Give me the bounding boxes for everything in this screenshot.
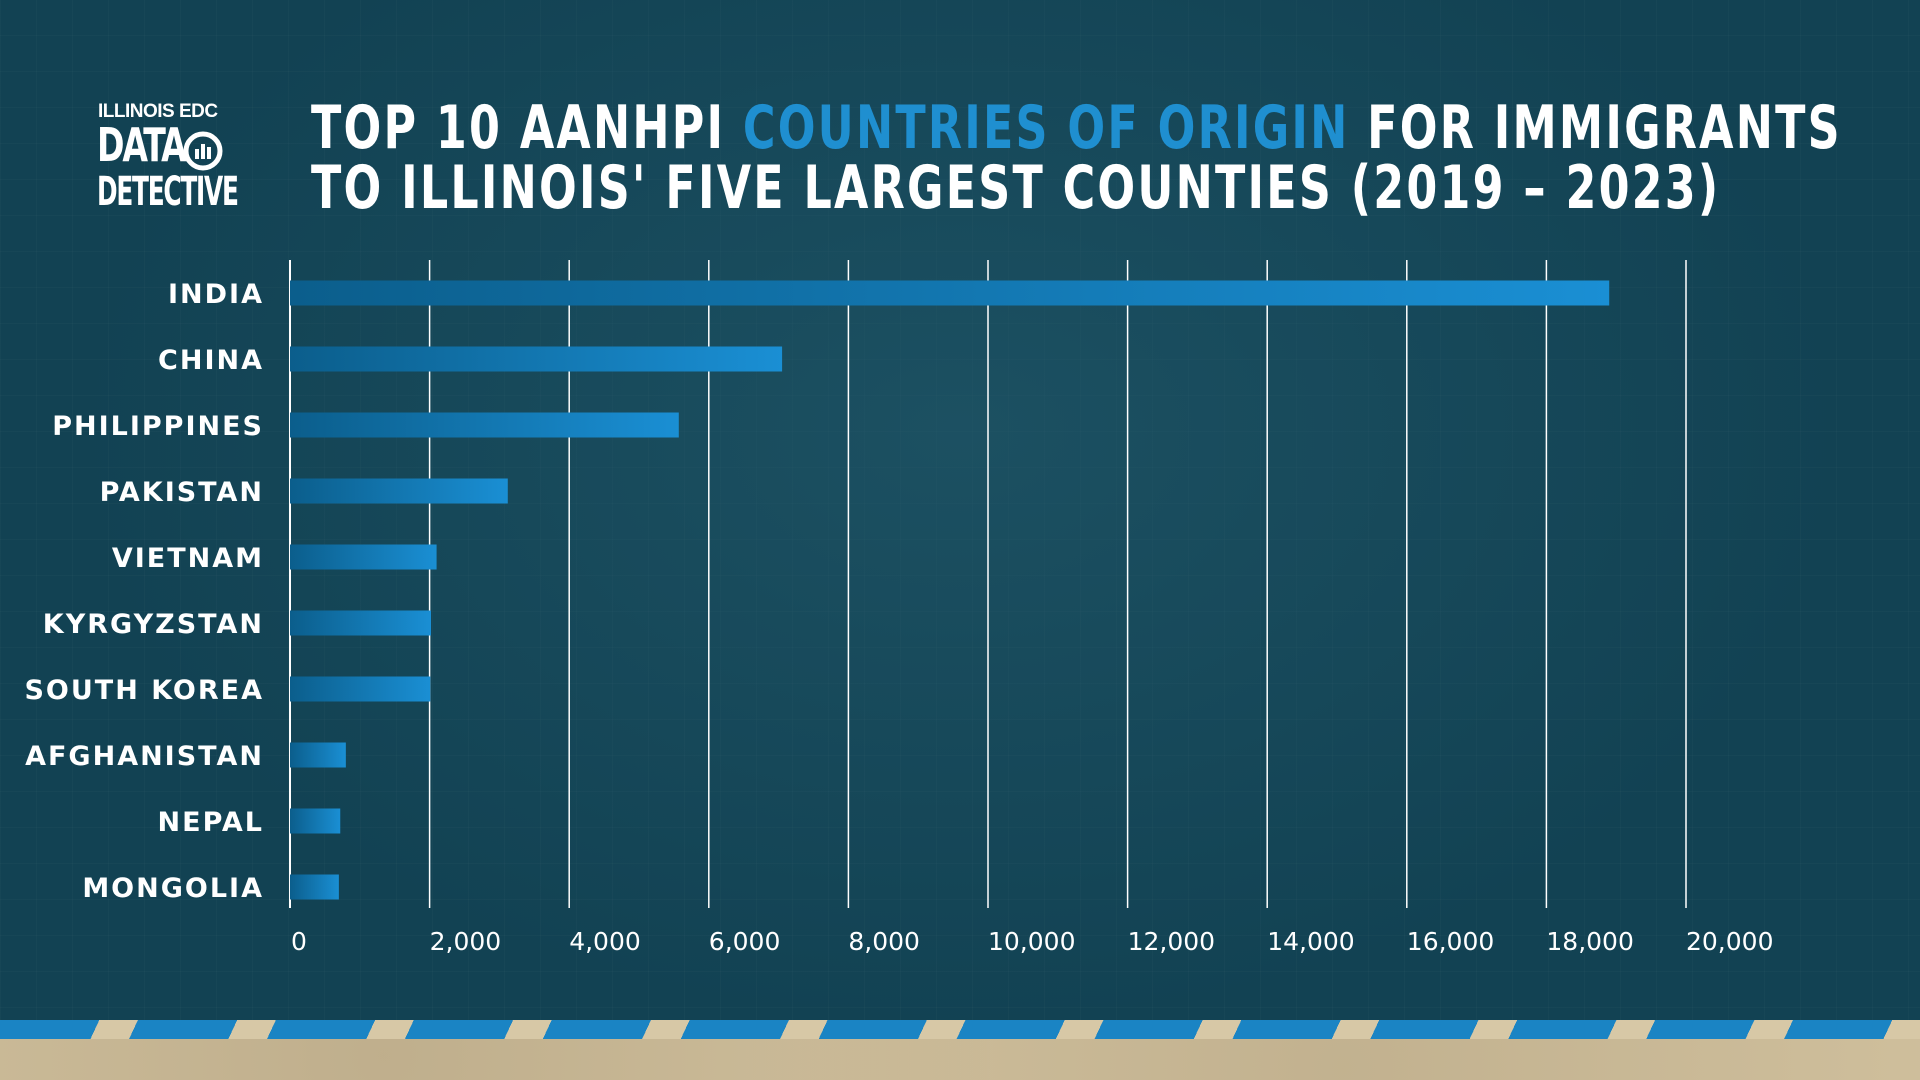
logo-line-detective: DETECTIVE bbox=[97, 169, 239, 215]
x-tick-label: 18,000 bbox=[1546, 927, 1633, 956]
category-label: SOUTH KOREA bbox=[24, 675, 264, 706]
title-line-1-start: TOP 10 AANHPI bbox=[311, 93, 743, 163]
logo: ILLINOIS EDC DATA DETECTIVE bbox=[97, 101, 257, 221]
magnifier-bar-chart-icon bbox=[183, 131, 223, 171]
bar-kyrgyzstan bbox=[290, 610, 431, 636]
x-tick-label: 2,000 bbox=[430, 927, 502, 956]
bar-nepal bbox=[290, 808, 341, 834]
bar-afghanistan bbox=[290, 742, 346, 768]
bar-vietnam bbox=[290, 544, 437, 570]
bar-pakistan bbox=[290, 478, 508, 504]
x-tick-label: 10,000 bbox=[988, 927, 1075, 956]
x-tick-label: 20,000 bbox=[1686, 927, 1773, 956]
category-label: CHINA bbox=[158, 345, 264, 376]
bar-india bbox=[290, 280, 1610, 306]
title-line-1: TOP 10 AANHPI COUNTRIES OF ORIGIN FOR IM… bbox=[311, 98, 1842, 158]
x-tick-label: 8,000 bbox=[848, 927, 920, 956]
x-tick-label: 16,000 bbox=[1407, 927, 1494, 956]
x-tick-label: 12,000 bbox=[1128, 927, 1215, 956]
category-label: VIETNAM bbox=[112, 543, 264, 574]
x-tick-label: 14,000 bbox=[1267, 927, 1354, 956]
bar-philippines bbox=[290, 412, 679, 438]
logo-line-illinois-edc: ILLINOIS EDC bbox=[98, 101, 218, 122]
caution-tape-footer bbox=[0, 1020, 1920, 1080]
bar-mongolia bbox=[290, 874, 339, 900]
category-label: KYRGYZSTAN bbox=[43, 609, 264, 640]
x-axis-tick-labels: 0 2,000 4,000 6,000 8,000 10,000 12,000 14,000 1… bbox=[291, 927, 1773, 956]
x-tick-label: 4,000 bbox=[569, 927, 641, 956]
bar-chart: INDIA CHINA PHILIPPINES PAKISTAN VIETNAM KYRG… bbox=[24, 260, 1773, 956]
category-label: AFGHANISTAN bbox=[25, 741, 264, 772]
bar-south-korea bbox=[290, 676, 431, 702]
title-line-2: TO ILLINOIS' FIVE LARGEST COUNTIES (2019… bbox=[311, 153, 1721, 223]
tape-stripes bbox=[0, 1020, 1920, 1039]
x-tick-label: 6,000 bbox=[709, 927, 781, 956]
category-label: NEPAL bbox=[158, 807, 264, 838]
bars bbox=[290, 280, 1610, 900]
chart-title: TOP 10 AANHPI COUNTRIES OF ORIGIN FOR IM… bbox=[311, 98, 1842, 218]
category-label: INDIA bbox=[168, 279, 264, 310]
bar-china bbox=[290, 346, 783, 372]
x-tick-label: 0 bbox=[291, 927, 307, 956]
category-labels: INDIA CHINA PHILIPPINES PAKISTAN VIETNAM KYRG… bbox=[24, 279, 264, 904]
logo-line-data: DATA bbox=[97, 118, 187, 172]
title-line-1-end: FOR IMMIGRANTS bbox=[1349, 93, 1842, 163]
category-label: PHILIPPINES bbox=[52, 411, 264, 442]
title-accent-text: COUNTRIES OF ORIGIN bbox=[742, 93, 1350, 163]
category-label: MONGOLIA bbox=[82, 873, 264, 904]
category-label: PAKISTAN bbox=[100, 477, 264, 508]
